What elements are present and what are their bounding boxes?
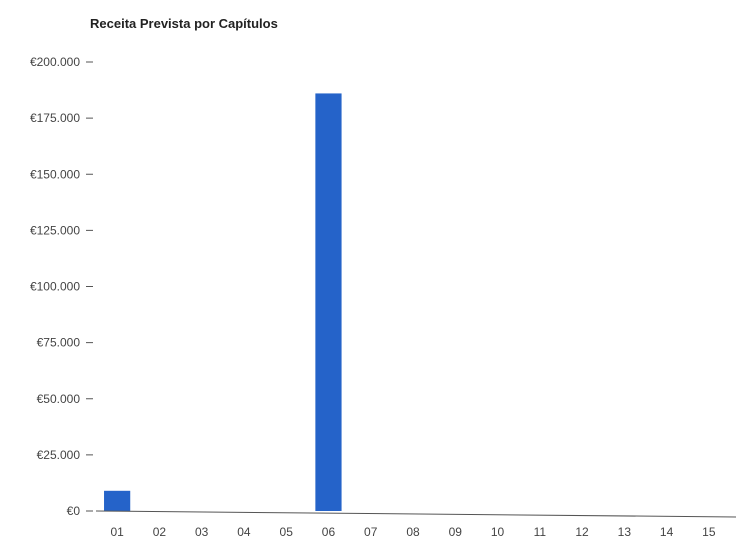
x-tick-label: 12 [575,525,589,539]
y-axis-ticks: €0 €25.000 €50.000 €75.000 €100.000 €125.000 €… [30,55,93,518]
x-tick-label: 08 [406,525,420,539]
x-tick-label: 15 [702,525,716,539]
x-tick-label: 13 [618,525,632,539]
y-tick-label: €100.000 [30,280,80,294]
x-tick-label: 01 [110,525,124,539]
bar[interactable] [315,93,342,512]
x-tick-label: 02 [153,525,167,539]
x-tick-label: 14 [660,525,674,539]
x-tick-label: 10 [491,525,505,539]
chart-title: Receita Prevista por Capítulos [90,16,278,31]
y-tick-label: €50.000 [37,392,81,406]
y-tick-label: €75.000 [37,336,81,350]
x-tick-label: 11 [534,525,547,539]
x-tick-label: 07 [364,525,378,539]
y-tick-label: €0 [67,504,81,518]
y-tick-label: €25.000 [37,448,81,462]
x-axis-line [95,510,736,518]
x-tick-label: 06 [322,525,336,539]
x-tick-label: 05 [280,525,294,539]
y-tick-label: €175.000 [30,111,80,125]
y-tick-label: €200.000 [30,55,80,69]
x-tick-label: 03 [195,525,209,539]
bar[interactable] [104,490,131,511]
x-tick-label: 04 [237,525,251,539]
y-tick-label: €125.000 [30,223,80,237]
y-tick-label: €150.000 [30,167,80,181]
x-tick-label: 09 [449,525,463,539]
bars [104,93,342,512]
x-axis-ticks: 01 02 03 04 05 06 07 08 09 10 11 12 13 14 15 [110,525,715,539]
